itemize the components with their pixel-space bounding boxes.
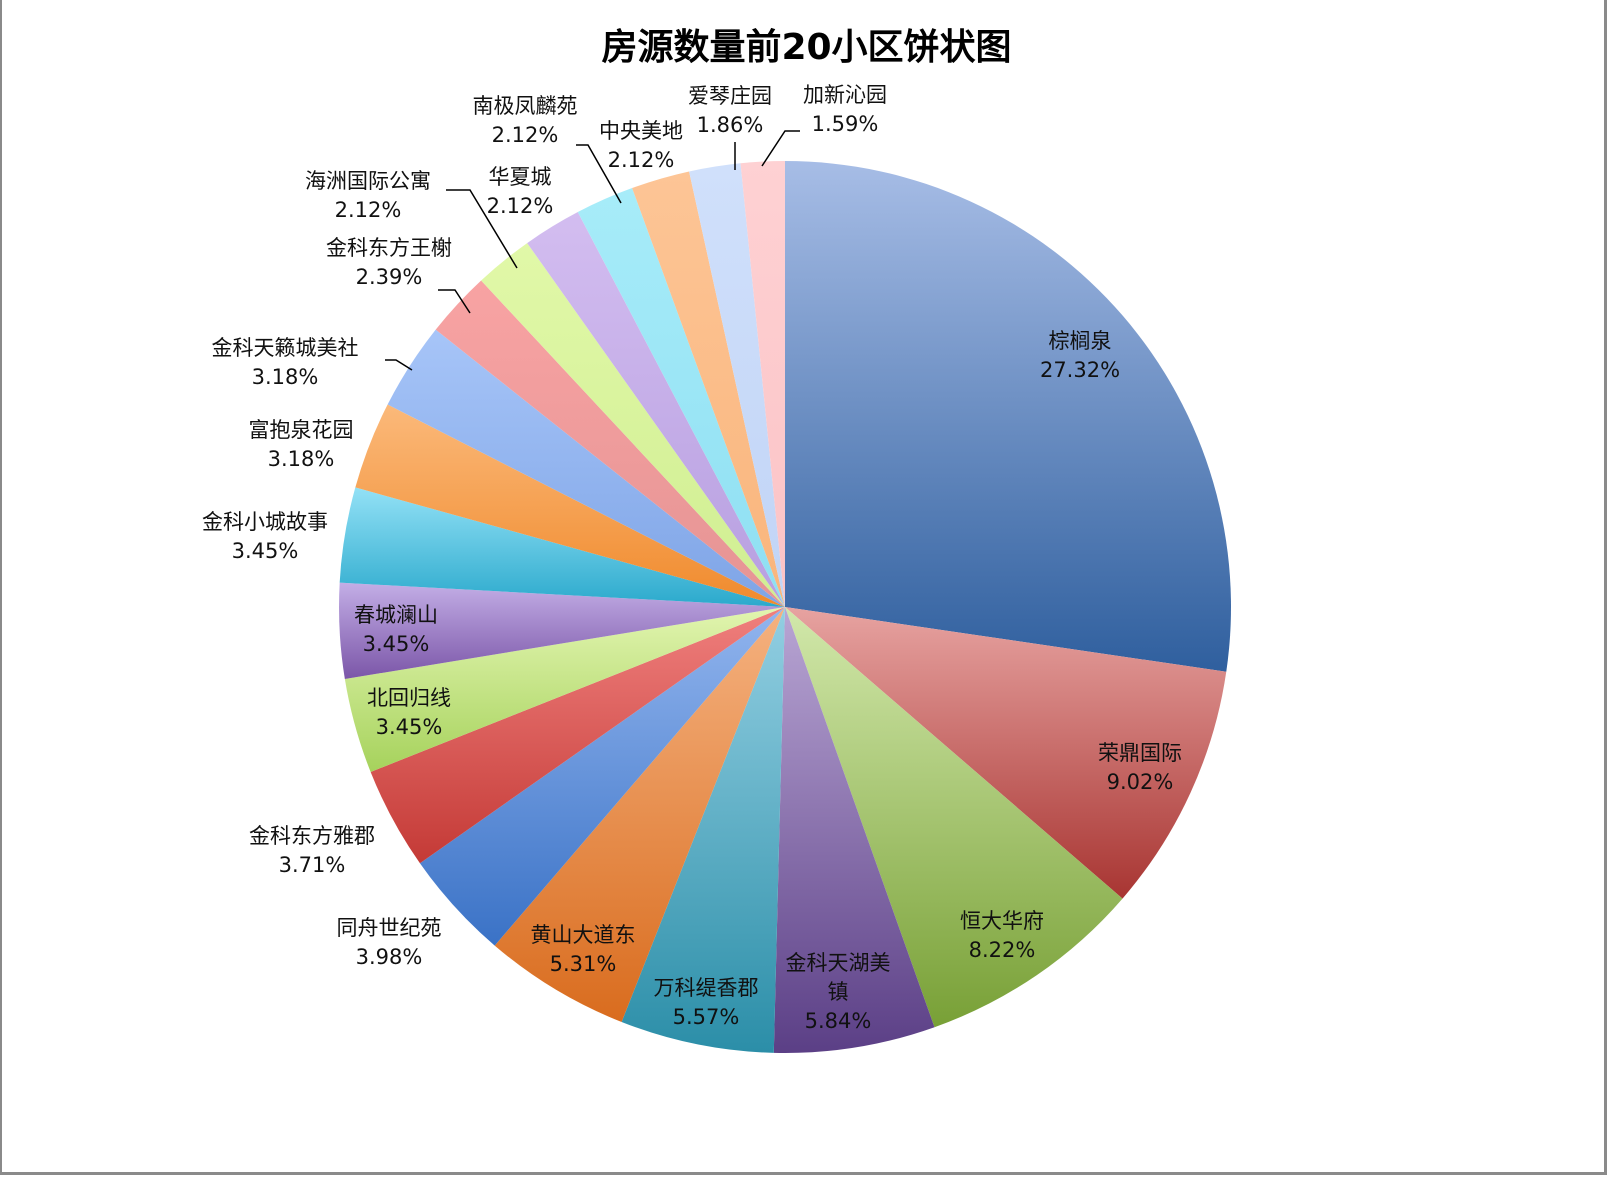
slice-label: 华夏城 2.12% xyxy=(487,165,554,218)
slice-label: 金科东方王榭 2.39% xyxy=(326,236,452,289)
pie-slice xyxy=(419,607,785,946)
slice-label: 棕榈泉 27.32% xyxy=(1040,329,1120,382)
slice-label: 加新沁园 1.59% xyxy=(803,83,887,136)
slice-label: 金科天籁城美社 3.18% xyxy=(212,336,359,389)
slice-label: 恒大华府 8.22% xyxy=(960,909,1044,962)
leader-line xyxy=(576,144,622,204)
pie-slice xyxy=(355,404,785,607)
pie-slice xyxy=(740,161,785,607)
slice-label: 爱琴庄园 1.86% xyxy=(688,84,772,137)
pie-slice xyxy=(773,607,935,1054)
slice-label: 南极凤麟苑 2.12% xyxy=(473,94,578,147)
pie-slice xyxy=(344,607,785,772)
leader-line xyxy=(761,130,800,167)
pie-slice xyxy=(632,171,785,607)
pie-slice xyxy=(370,607,785,864)
pie-slices xyxy=(339,161,1231,1054)
pie-slice xyxy=(339,487,785,607)
pie-slice xyxy=(785,161,1231,672)
leader-line xyxy=(385,359,413,371)
slice-label: 海洲国际公寓 2.12% xyxy=(305,169,431,222)
leader-lines xyxy=(385,130,800,371)
pie-slice xyxy=(481,243,785,607)
data-labels: 棕榈泉 27.32% 荣鼎国际 9.02% 恒大华府 8.22% 金科天湖美镇 5.84% 万科… xyxy=(202,83,1182,1033)
leader-line xyxy=(446,189,518,269)
pie-slice xyxy=(785,607,1123,1028)
slice-label: 金科东方雅郡 3.71% xyxy=(249,824,375,877)
chart-title: 房源数量前20小区饼状图 xyxy=(601,27,1012,68)
slice-label: 同舟世纪苑 3.98% xyxy=(337,916,442,969)
pie-slice xyxy=(339,582,785,679)
pie-slice xyxy=(689,163,785,607)
slice-label: 春城澜山 3.45% xyxy=(354,603,438,656)
slice-label: 黄山大道东 5.31% xyxy=(531,923,636,976)
slice-label: 金科小城故事 3.45% xyxy=(202,510,328,563)
pie-slice xyxy=(577,188,785,608)
slice-label: 金科天湖美镇 5.84% xyxy=(786,951,891,1033)
pie-slice xyxy=(387,329,785,607)
slice-label: 荣鼎国际 9.02% xyxy=(1098,741,1182,794)
slice-label: 万科缇香郡 5.57% xyxy=(654,976,759,1029)
pie-slice xyxy=(435,280,785,607)
slice-label: 北回归线 3.45% xyxy=(367,686,451,739)
pie-slice xyxy=(494,607,785,1022)
slice-label: 中央美地 2.12% xyxy=(599,119,683,172)
slice-label: 富抱泉花园 3.18% xyxy=(249,418,354,471)
pie-slice xyxy=(527,212,785,607)
leader-line xyxy=(438,289,471,314)
pie-slice xyxy=(785,607,1227,899)
pie-slice xyxy=(621,607,785,1053)
